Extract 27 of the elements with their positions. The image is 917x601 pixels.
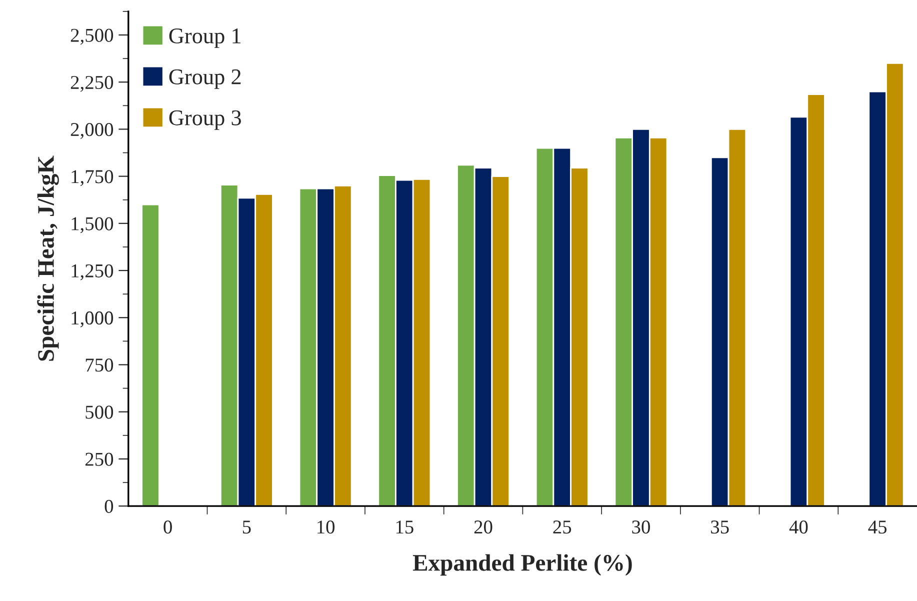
y-tick-label: 0	[104, 500, 114, 513]
y-tick-label: 250	[85, 452, 114, 466]
y-tick-label: 750	[86, 358, 114, 372]
x-tick-label: 45	[868, 520, 887, 534]
x-tick-label: 15	[396, 520, 414, 534]
y-tick-label: 1,250	[72, 264, 114, 280]
legend-label: Group 1	[169, 28, 240, 48]
x-tick-label: 0	[164, 520, 172, 534]
y-tick-label: 2,500	[70, 28, 114, 45]
y-tick-label: 1,000	[72, 311, 114, 328]
x-tick-label: 20	[474, 520, 492, 534]
y-tick-label: 1,500	[72, 217, 114, 234]
x-tick-label: 10	[318, 520, 335, 534]
y-tick-label: 1,750	[72, 170, 114, 186]
x-tick-label: 30	[632, 520, 650, 534]
legend-label: Group 3	[169, 110, 241, 130]
y-tick-label: 2,250	[70, 76, 114, 92]
y-tick-label: 500	[86, 406, 114, 419]
bar	[141, 204, 160, 506]
x-tick-label: 40	[789, 520, 808, 534]
x-tick-label: 35	[711, 520, 729, 534]
legend-label: Group 2	[169, 69, 241, 89]
x-tick-label: 5	[242, 520, 251, 534]
x-axis-title: Expanded Perlite (%)	[412, 554, 632, 576]
x-tick-label: 25	[553, 520, 572, 534]
y-axis-title: Specific Heat, J/kgK	[37, 156, 59, 361]
y-tick-label: 2,000	[70, 123, 114, 139]
